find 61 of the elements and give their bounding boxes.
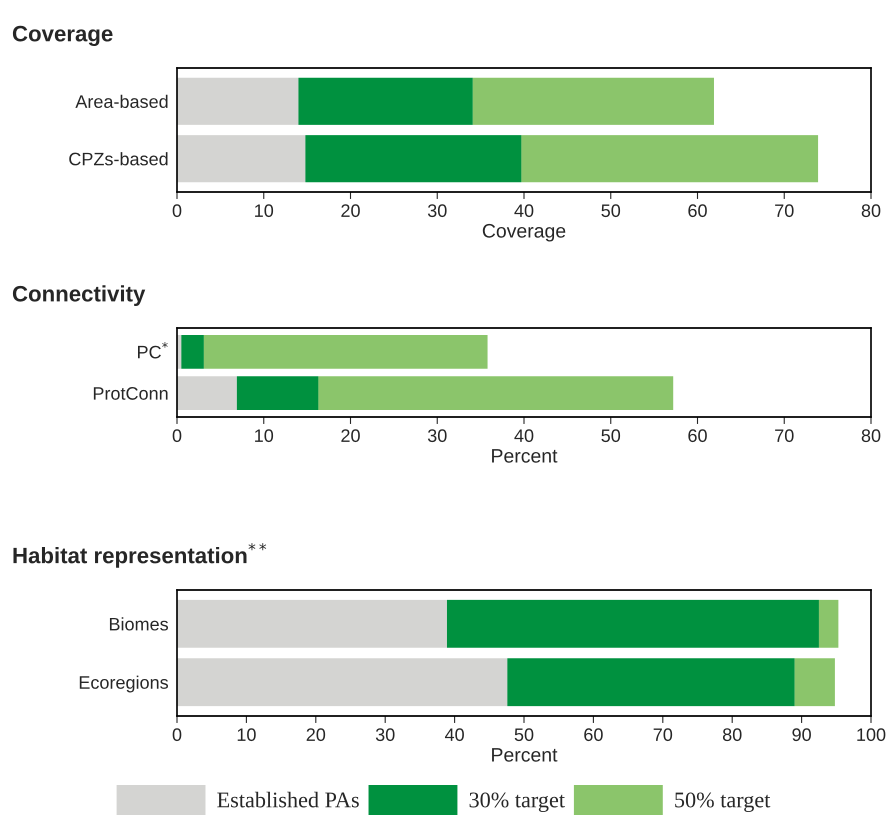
chart-title: Connectivity <box>12 285 146 306</box>
y-tick-label: Biomes <box>110 617 168 631</box>
x-tick-label: 40 <box>444 728 464 742</box>
x-axis-title: Coverage <box>482 224 566 242</box>
x-tick-label: 80 <box>862 204 880 218</box>
x-tick-label: 90 <box>792 728 811 742</box>
bar <box>472 78 714 125</box>
y-tick-label: PC$^{*}$ <box>138 342 168 358</box>
x-tick-label: 10 <box>255 204 274 218</box>
bar <box>236 376 318 410</box>
x-tick-label: 80 <box>862 429 880 442</box>
y-tick-label: CPZs-based <box>69 152 168 166</box>
y-tick-label: ProtConn <box>94 387 168 400</box>
x-axis-title: Percent <box>492 748 558 762</box>
x-tick-label: 70 <box>775 429 794 442</box>
y-tick-label: Area-based <box>75 94 168 108</box>
x-tick-label: 100 <box>857 728 886 742</box>
legend-label: Established PAs <box>217 792 359 808</box>
x-tick-label: 20 <box>341 204 360 218</box>
x-tick-label: 20 <box>306 728 326 742</box>
bar <box>446 600 819 648</box>
x-axis-title: Percent <box>492 449 558 463</box>
bar <box>177 658 508 706</box>
x-tick-label: 60 <box>688 429 707 442</box>
x-tick-label: 0 <box>172 728 182 742</box>
bar <box>177 600 447 648</box>
bar <box>177 135 306 182</box>
x-tick-label: 10 <box>255 429 274 442</box>
x-tick-label: 50 <box>514 728 534 742</box>
x-tick-label: 80 <box>722 728 742 742</box>
x-tick-label: 30 <box>376 728 395 742</box>
bar <box>794 658 835 706</box>
x-tick-label: 60 <box>584 728 603 742</box>
x-tick-label: 0 <box>172 204 182 218</box>
x-tick-label: 70 <box>775 204 794 218</box>
chart-title: Habitat representation$^{**}$ <box>13 543 266 568</box>
bar <box>204 335 488 369</box>
x-tick-label: 40 <box>514 429 534 442</box>
x-tick-label: 0 <box>172 429 182 442</box>
bar <box>507 658 795 706</box>
bar <box>181 335 204 369</box>
x-tick-label: 30 <box>428 204 447 218</box>
x-tick-label: 50 <box>601 429 620 442</box>
x-tick-label: 70 <box>654 728 672 742</box>
legend-label: 30% target <box>470 792 565 812</box>
bar <box>177 376 237 410</box>
bar <box>318 376 674 410</box>
x-tick-label: 50 <box>601 204 620 218</box>
x-tick-label: 20 <box>341 429 360 442</box>
bar <box>177 78 298 125</box>
x-tick-label: 40 <box>514 204 534 218</box>
y-tick-label: Ecoregions <box>80 676 168 692</box>
bar <box>298 78 473 125</box>
bar <box>305 135 522 182</box>
x-tick-label: 10 <box>238 728 256 742</box>
x-tick-label: 60 <box>688 204 707 218</box>
legend-label: 50% target <box>675 792 770 812</box>
x-tick-label: 30 <box>428 429 447 442</box>
bar <box>521 135 818 182</box>
chart-title: Coverage <box>12 26 113 46</box>
bar <box>818 600 838 648</box>
